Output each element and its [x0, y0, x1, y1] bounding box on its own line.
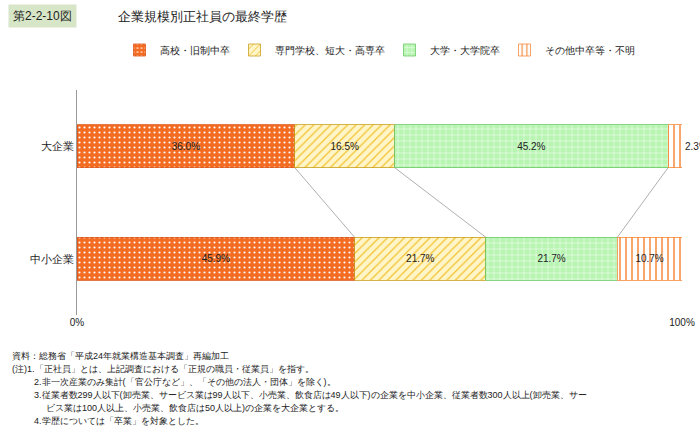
svg-text:21.7%: 21.7% — [406, 253, 434, 264]
svg-text:2.非一次産業のみ集計(「官公庁など」、「その他の法人・団体: 2.非一次産業のみ集計(「官公庁など」、「その他の法人・団体」を除く)。 — [34, 377, 336, 387]
svg-text:(注)1.「正社員」とは、上記調査における「正規の職員・従業: (注)1.「正社員」とは、上記調査における「正規の職員・従業員」を指す。 — [12, 364, 314, 374]
svg-text:100%: 100% — [669, 317, 695, 328]
svg-text:2.3%: 2.3% — [685, 141, 700, 152]
svg-text:45.2%: 45.2% — [517, 141, 545, 152]
svg-text:4.学歴については「卒業」を対象とした。: 4.学歴については「卒業」を対象とした。 — [34, 416, 204, 426]
svg-text:大学・大学院卒: 大学・大学院卒 — [430, 45, 500, 56]
svg-text:企業規模別正社員の最終学歴: 企業規模別正社員の最終学歴 — [118, 9, 287, 24]
svg-text:21.7%: 21.7% — [537, 253, 565, 264]
svg-text:資料：総務省「平成24年就業構造基本調査」再編加工: 資料：総務省「平成24年就業構造基本調査」再編加工 — [12, 351, 229, 361]
svg-text:大企業: 大企業 — [41, 140, 74, 152]
svg-text:専門学校、短大・高専卒: 専門学校、短大・高専卒 — [275, 45, 385, 56]
svg-text:45.9%: 45.9% — [202, 253, 230, 264]
svg-text:中小企業: 中小企業 — [30, 253, 74, 265]
svg-text:第2-2-10図: 第2-2-10図 — [13, 9, 72, 23]
svg-text:10.7%: 10.7% — [635, 253, 663, 264]
svg-text:3.従業者数299人以下(卸売業、サービス業は99人以下、小: 3.従業者数299人以下(卸売業、サービス業は99人以下、小売業、飲食店は49人… — [34, 390, 587, 400]
svg-text:36.0%: 36.0% — [172, 141, 200, 152]
svg-text:その他中卒等・不明: その他中卒等・不明 — [545, 45, 635, 56]
svg-text:0%: 0% — [70, 317, 85, 328]
svg-text:16.5%: 16.5% — [330, 141, 358, 152]
svg-text:高校・旧制中卒: 高校・旧制中卒 — [160, 45, 230, 56]
svg-text:ビス業は100人以上、小売業、飲食店は50人以上)の企業を大: ビス業は100人以上、小売業、飲食店は50人以上)の企業を大企業とする。 — [46, 403, 344, 413]
